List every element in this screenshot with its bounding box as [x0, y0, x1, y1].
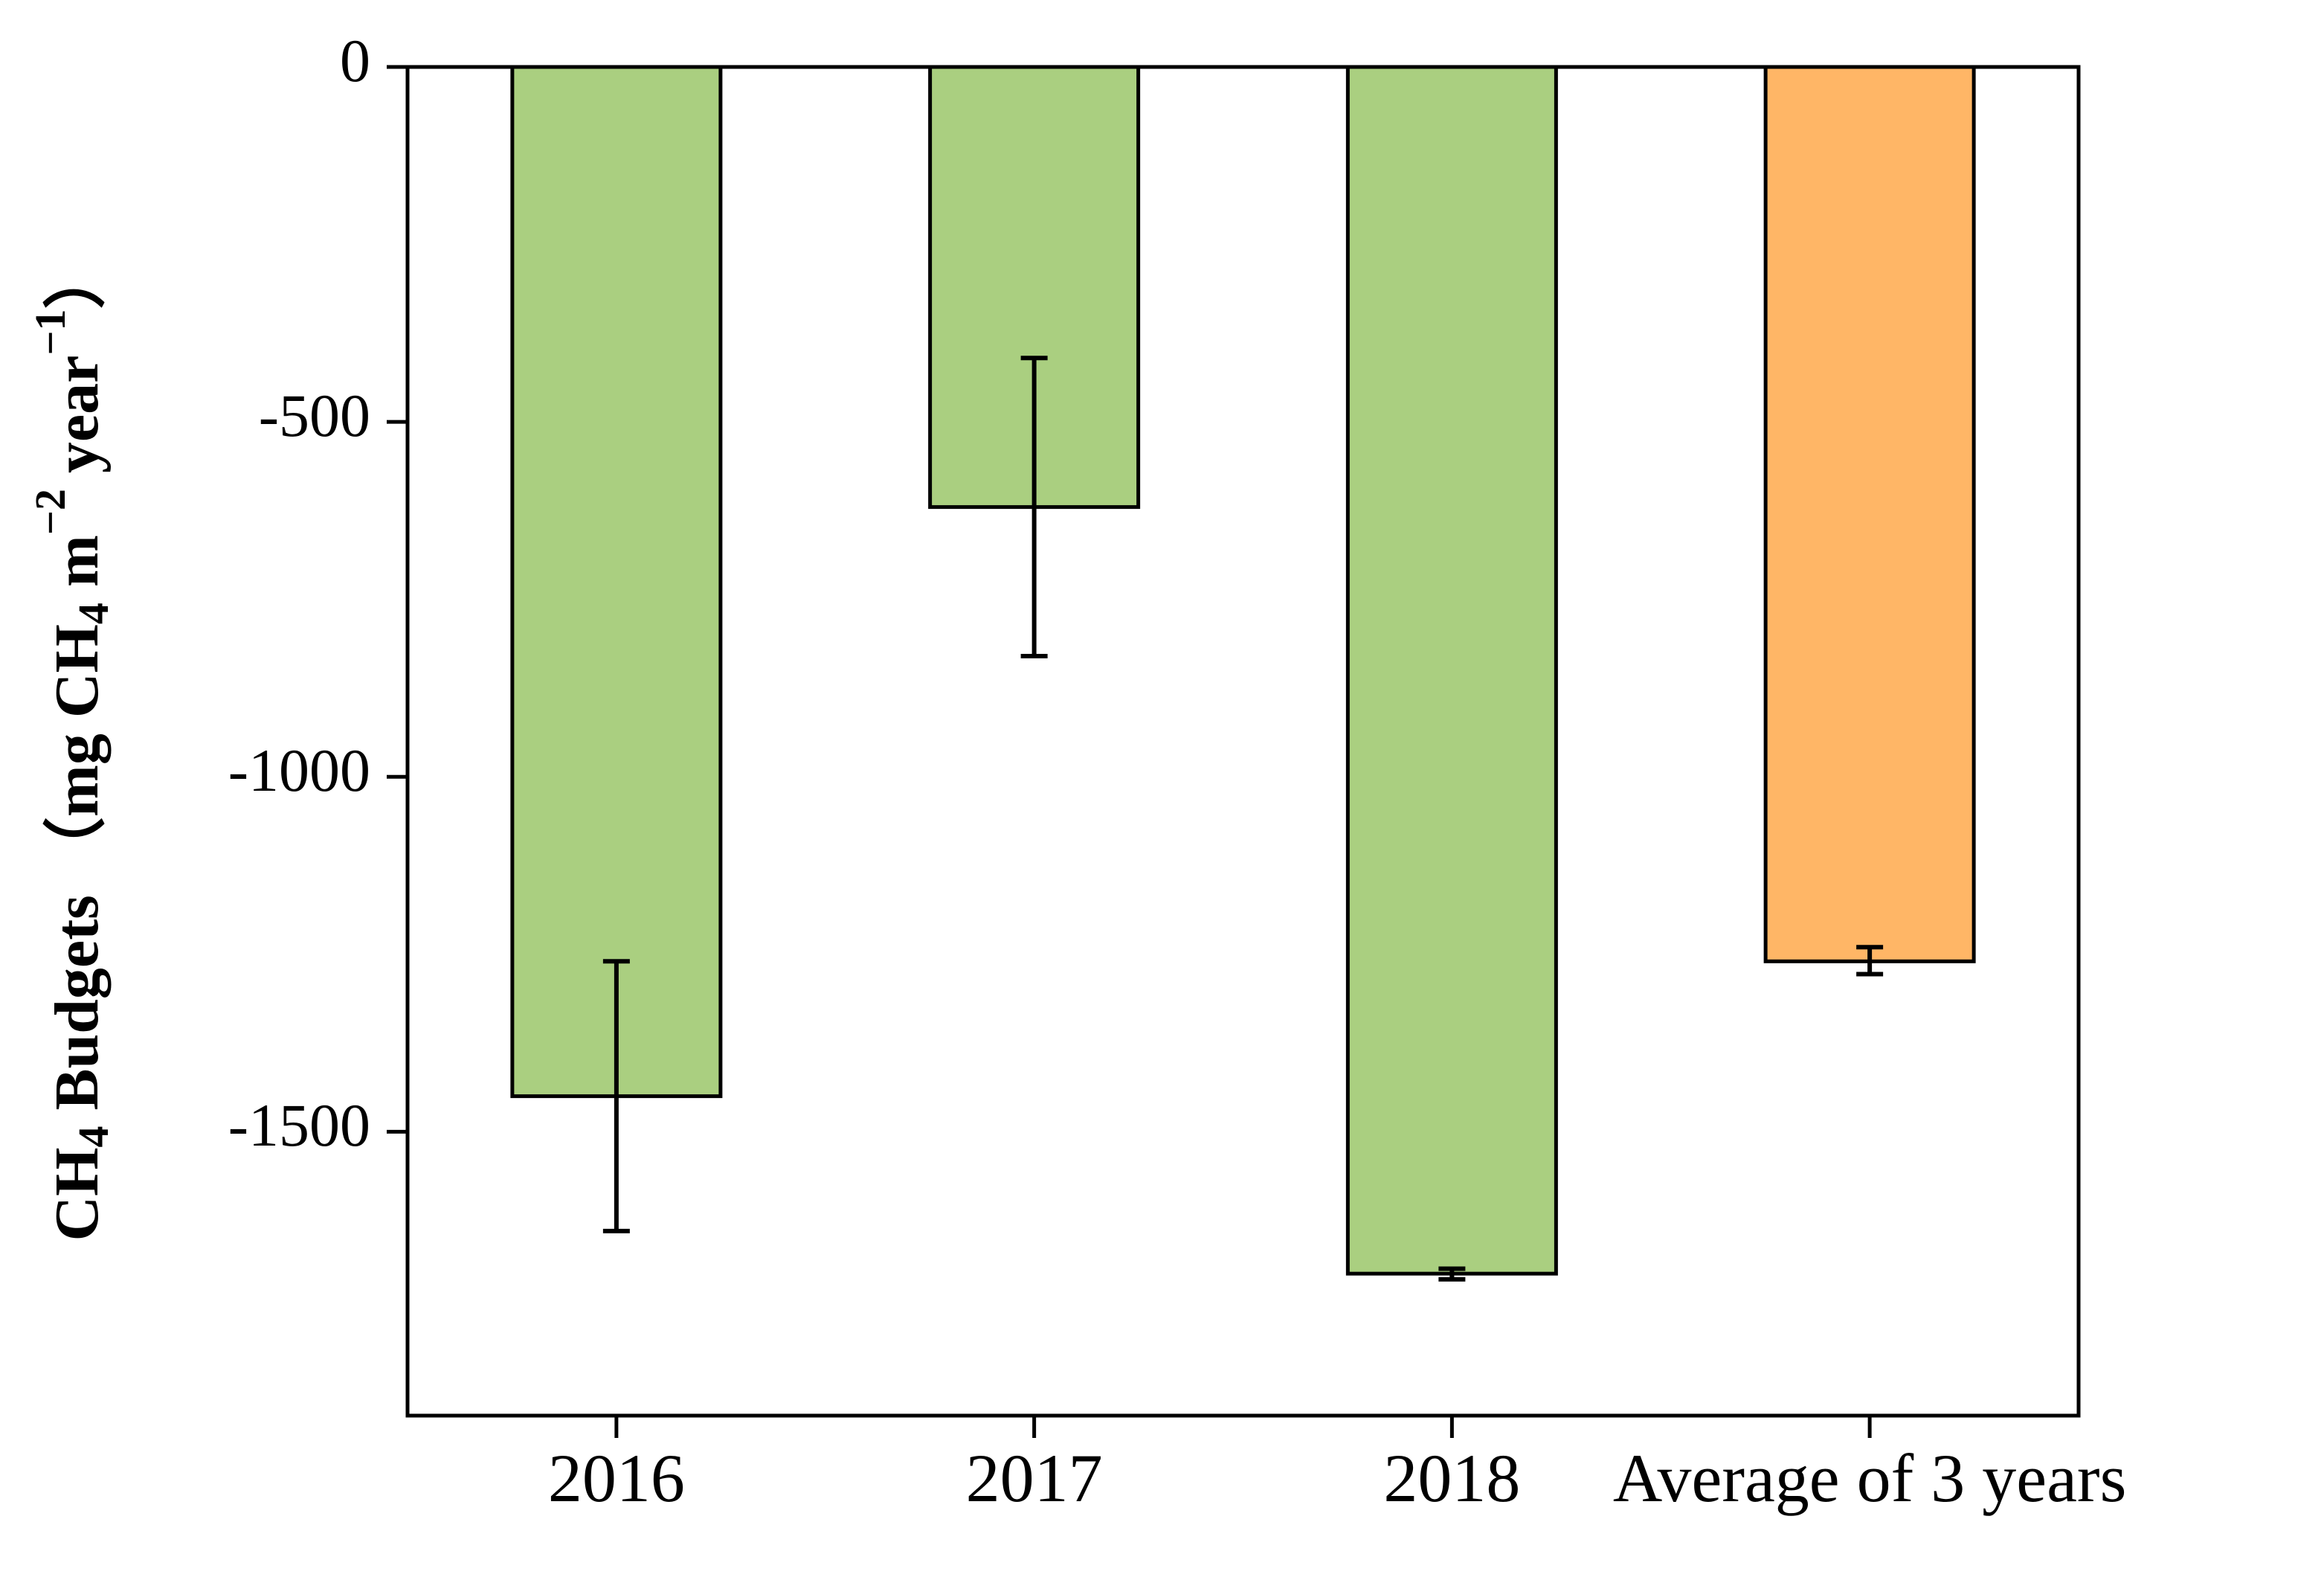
error-bar [1438, 1266, 1466, 1282]
error-bars [602, 356, 1884, 1282]
y-tick-label: -1000 [228, 736, 370, 804]
ylabel-prefix: CH [42, 1148, 112, 1242]
x-tick-label: 2017 [966, 1440, 1103, 1516]
y-axis-ticks: 0 -500 -1000 -1500 [228, 27, 408, 1159]
x-tick-label: 2016 [548, 1440, 685, 1516]
bar-2018 [1345, 65, 1558, 1276]
ylabel-unit-m: m [42, 535, 112, 603]
ylabel-prefix-sub: 4 [69, 1126, 118, 1148]
x-tick-label: 2018 [1383, 1440, 1520, 1516]
x-axis-ticks: 2016 2017 2018 Average of 3 years [548, 1416, 2127, 1516]
plot-frame [405, 65, 2081, 1418]
ylabel-sup-year: −1 [26, 309, 74, 355]
error-bar [1856, 945, 1884, 977]
ylabel-unit-year: year [42, 356, 112, 489]
bar-2016 [510, 65, 723, 1099]
ylabel-main: Budgets （mg CH [42, 624, 112, 1126]
bars [510, 65, 1976, 1276]
error-bar [602, 959, 630, 1233]
bar-average-of-3-years [1763, 65, 1976, 963]
y-tick-label: 0 [340, 27, 370, 94]
ylabel-sup-m: −2 [26, 489, 74, 535]
y-tick-label: -500 [259, 382, 370, 449]
ylabel-main-sub: 4 [69, 603, 118, 624]
ylabel-close: ） [42, 246, 112, 309]
error-bar [1020, 356, 1048, 658]
x-tick-label: Average of 3 years [1613, 1440, 2127, 1516]
y-axis-label: CH4 Budgets （mg CH4 m−2 year−1） [26, 246, 118, 1241]
y-tick-label: -1500 [228, 1091, 370, 1159]
